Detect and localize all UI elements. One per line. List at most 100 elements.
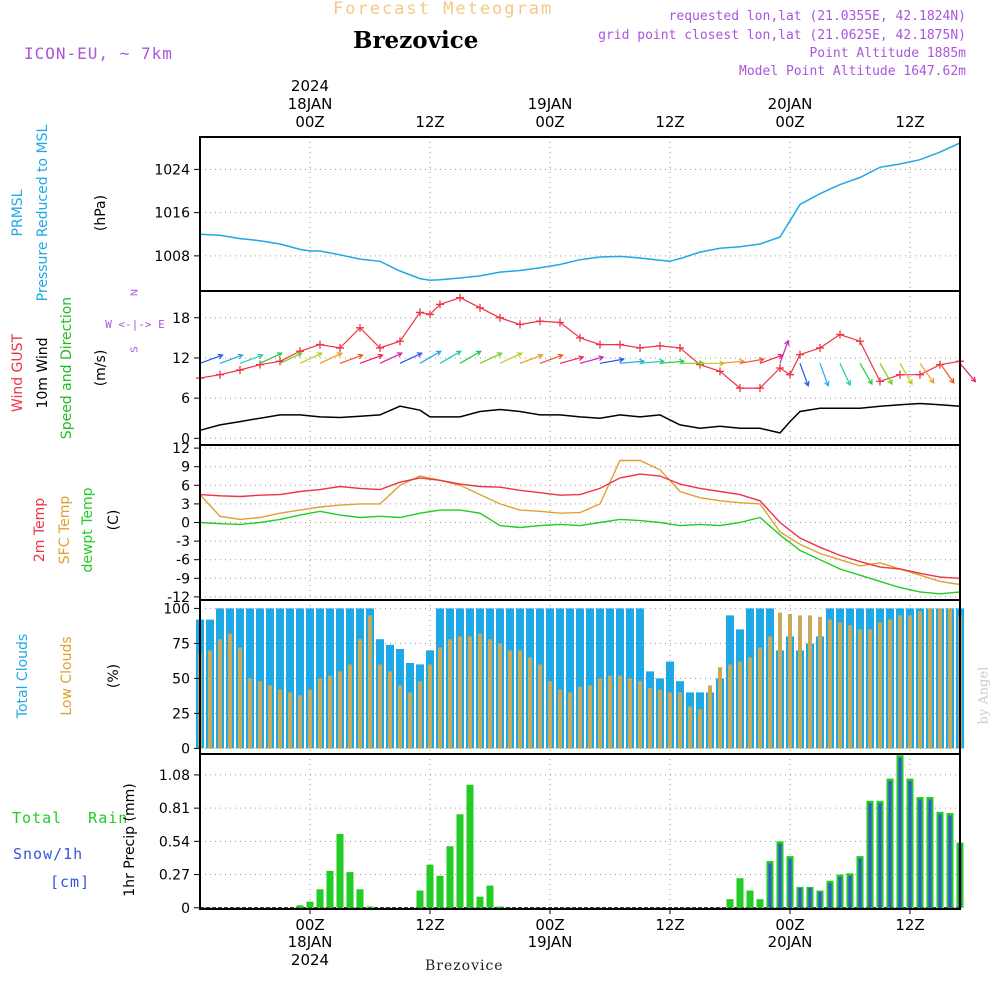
snow-bar xyxy=(868,803,872,908)
credit-watermark: by Angel xyxy=(976,666,992,725)
snow-bar xyxy=(838,877,842,908)
low-cloud-bar xyxy=(678,692,682,749)
low-cloud-bar xyxy=(818,616,822,749)
low-cloud-bar xyxy=(748,657,752,749)
model-name: ICON-EU, ~ 7km xyxy=(24,44,173,63)
top-hour-label: 12Z xyxy=(415,113,444,131)
low-cloud-bar xyxy=(938,608,942,749)
gust-marker xyxy=(736,384,744,393)
wind-direction-arrow xyxy=(479,352,503,364)
total-cloud-bar xyxy=(296,608,304,749)
rain-bar xyxy=(476,896,484,908)
rain-bar xyxy=(316,889,324,908)
gust-marker xyxy=(796,350,804,359)
y-tick-label: 100 xyxy=(163,601,190,617)
y-tick-label: 1024 xyxy=(154,162,190,178)
low-cloud-bar xyxy=(408,692,412,749)
wind-direction-arrow xyxy=(539,353,564,364)
gust-marker xyxy=(596,340,604,349)
total-cloud-bar xyxy=(256,608,264,749)
wind-direction-arrow xyxy=(739,356,765,364)
wind-direction-arrow xyxy=(219,353,244,364)
low-cloud-bar xyxy=(838,622,842,749)
rain-bar xyxy=(496,906,504,908)
snow-bar xyxy=(928,799,932,908)
rain-bar xyxy=(366,906,374,908)
wind-direction-arrow xyxy=(899,363,913,386)
low-cloud-bar xyxy=(268,685,272,749)
wind-direction-arrow xyxy=(859,363,873,386)
low-cloud-bar xyxy=(338,671,342,749)
y-tick-label: 18 xyxy=(172,311,190,327)
clouds-ylabel: (%) xyxy=(106,663,122,689)
low-cloud-bar xyxy=(388,671,392,749)
wind-direction-arrow xyxy=(799,363,810,388)
snow-bar xyxy=(898,757,902,908)
grid-layer xyxy=(200,137,960,909)
low-cloud-bar xyxy=(788,614,792,749)
low-cloud-bar xyxy=(418,681,422,749)
snow-bar xyxy=(768,863,772,908)
dewpoint-line xyxy=(199,509,961,595)
snow-bar xyxy=(848,875,852,908)
rain-bar xyxy=(736,878,744,908)
gust-marker xyxy=(416,308,424,317)
wind-direction-arrow xyxy=(579,355,605,364)
low-cloud-bar xyxy=(848,625,852,749)
snow-bar xyxy=(858,858,862,908)
y-tick-label: -6 xyxy=(176,553,190,569)
y-tick-label: -3 xyxy=(176,534,190,550)
compass-west-east: W <-|-> E xyxy=(105,318,165,331)
wind-direction-arrow xyxy=(439,350,462,364)
wind-direction-arrow xyxy=(939,362,955,384)
wind-direction-arrow xyxy=(299,352,323,364)
low-cloud-bar xyxy=(518,650,522,749)
bottom-day-label: 20JAN xyxy=(768,933,813,951)
snow-unit-label: [cm] xyxy=(50,873,91,891)
top-hour-label: 00Z xyxy=(295,113,324,131)
low-cloud-bar xyxy=(488,639,492,749)
total-cloud-bar xyxy=(276,608,284,749)
rain-bar xyxy=(416,890,424,908)
bottom-hour-label: 00Z xyxy=(775,916,804,934)
low-cloud-bar xyxy=(878,622,882,749)
snow-bar xyxy=(788,858,792,908)
gust-marker xyxy=(216,370,224,379)
gust-marker xyxy=(916,370,924,379)
footer-location: Brezovice xyxy=(425,958,504,974)
low-cloud-bar xyxy=(538,664,542,749)
total-cloud-bar xyxy=(286,608,294,749)
wind-direction-arrow xyxy=(259,352,283,364)
wind-direction-arrow xyxy=(319,352,343,364)
y-tick-label: 6 xyxy=(181,391,190,407)
panel-frames xyxy=(199,136,961,910)
total-cloud-bar xyxy=(566,608,574,749)
bottom-hour-label: 12Z xyxy=(895,916,924,934)
low-cloud-bar xyxy=(548,681,552,749)
total-cloud-bar xyxy=(636,608,644,749)
low-cloud-bar xyxy=(928,608,932,749)
wind-direction-arrow xyxy=(199,353,224,364)
total-cloud-bar xyxy=(546,608,554,749)
gust-marker xyxy=(496,313,504,322)
wind-direction-arrow xyxy=(779,339,790,364)
gust-marker xyxy=(716,367,724,376)
low-cloud-bar xyxy=(588,685,592,749)
low-cloud-bar xyxy=(738,661,742,749)
wind-direction-arrow xyxy=(839,363,852,387)
snow-bar xyxy=(808,888,812,908)
low-cloud-bar xyxy=(578,686,582,749)
wind-direction-arrow xyxy=(379,352,403,364)
rain-bar xyxy=(486,885,494,908)
y-tick-label: 0.54 xyxy=(159,834,190,850)
y-tick-label: 12 xyxy=(172,351,190,367)
precip-frame xyxy=(199,753,961,910)
low-cloud-bar xyxy=(348,664,352,749)
y-tick-label: 9 xyxy=(181,460,190,476)
low-cloud-bar xyxy=(428,664,432,749)
wind-direction-arrow xyxy=(919,362,935,384)
gust-marker xyxy=(576,333,584,342)
grid-point-coords: grid point closest lon,lat (21.0625E, 42… xyxy=(598,28,966,43)
low-cloud-bar xyxy=(378,664,382,749)
